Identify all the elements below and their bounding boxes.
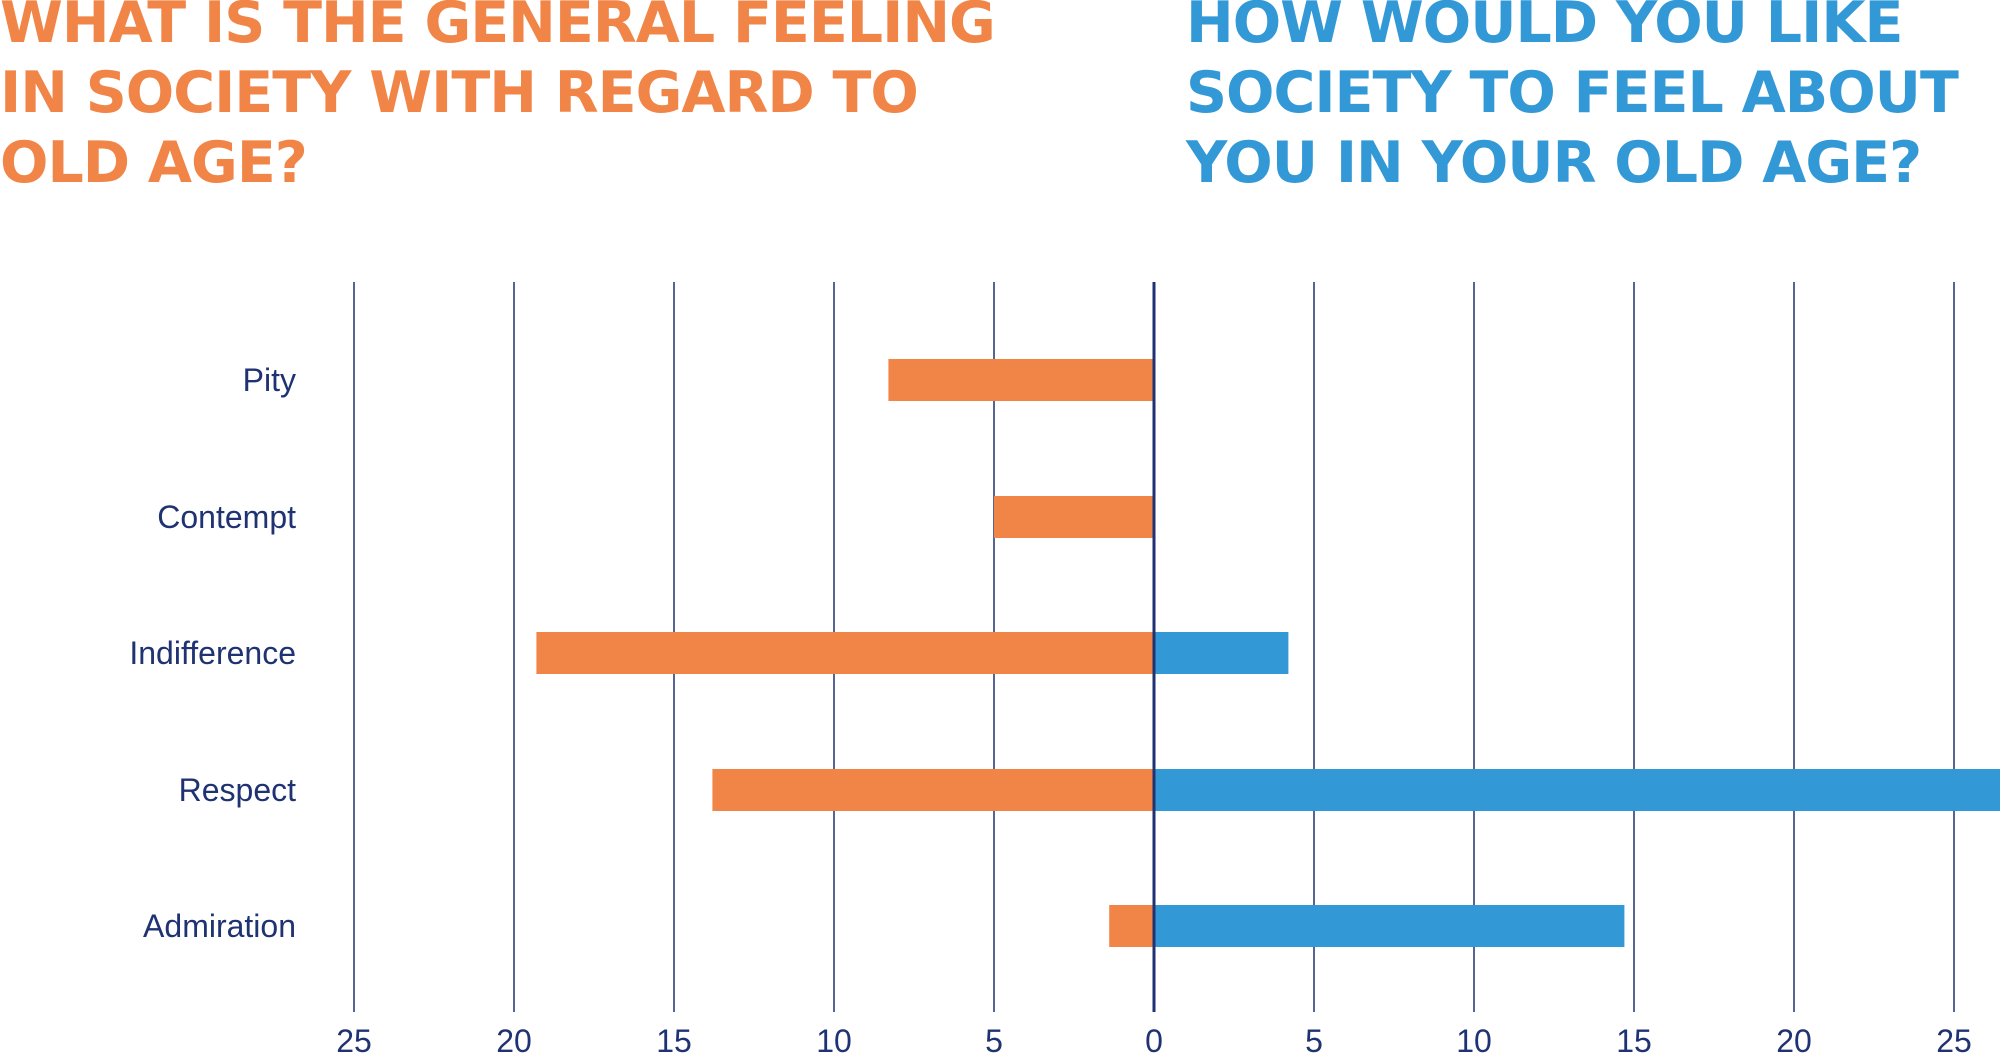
tick-label: 0 — [1145, 1023, 1163, 1058]
tick-label: 10 — [1456, 1023, 1492, 1058]
tick-label: 20 — [1776, 1023, 1812, 1058]
bar — [1154, 769, 2000, 811]
category-label: Indifference — [129, 635, 296, 671]
category-label: Admiration — [143, 908, 296, 944]
tick-label: 25 — [1936, 1023, 1972, 1058]
category-labels: Pity Contempt Indifference Respect Admiratio… — [129, 362, 296, 944]
tick-label: 15 — [1616, 1023, 1652, 1058]
bar — [1154, 905, 1625, 947]
bar — [1109, 905, 1154, 947]
bar — [994, 496, 1154, 538]
category-label: Contempt — [157, 499, 296, 535]
diverging-bar-chart: Pity Contempt Indifference Respect Admiratio… — [129, 282, 2000, 1058]
tick-label: 25 — [336, 1023, 372, 1058]
bar — [712, 769, 1154, 811]
tick-label: 20 — [496, 1023, 532, 1058]
category-label: Respect — [179, 772, 297, 808]
tick-label: 5 — [985, 1023, 1003, 1058]
bar — [1154, 632, 1289, 674]
category-label: Pity — [243, 362, 296, 398]
tick-label: 15 — [656, 1023, 692, 1058]
bar — [536, 632, 1154, 674]
tick-label: 10 — [816, 1023, 852, 1058]
chart-title-right: HOW WOULD YOU LIKE SOCIETY TO FEEL ABOUT… — [1186, 0, 1959, 196]
tick-labels: 25 20 15 10 5 0 5 10 15 20 25 — [336, 1023, 1972, 1058]
bars — [536, 359, 2000, 947]
tick-label: 5 — [1305, 1023, 1323, 1058]
chart-title-left: WHAT IS THE GENERAL FEELING IN SOCIETY W… — [0, 0, 996, 196]
bar — [888, 359, 1154, 401]
